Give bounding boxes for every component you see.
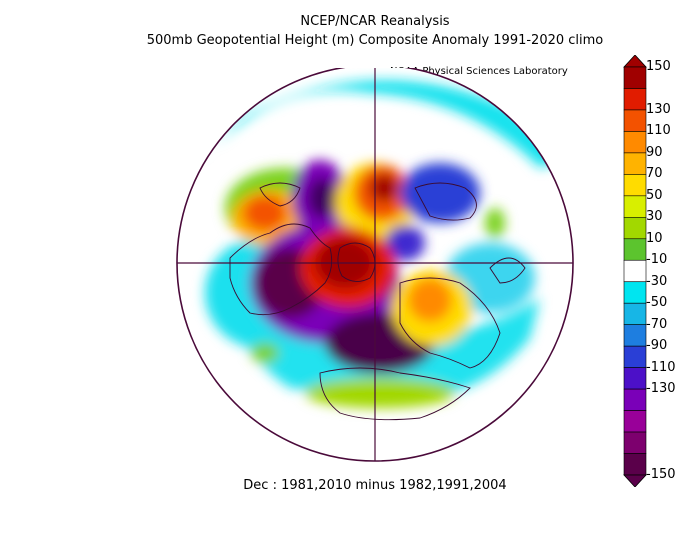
title-line-1: NCEP/NCAR Reanalysis: [300, 14, 450, 29]
colorbar-tick-label: -10: [646, 252, 668, 268]
colorbar-cell: [623, 410, 647, 433]
colorbar-cell: [623, 88, 647, 111]
colorbar-cell: [623, 259, 647, 283]
polar-map: [176, 68, 574, 462]
colorbar-tick-label: -110: [646, 359, 676, 375]
colorbar-cell: [623, 345, 647, 368]
title-line-2: 500mb Geopotential Height (m) Composite …: [146, 33, 604, 48]
colorbar-tick-label: -30: [646, 273, 668, 289]
colorbar-tick-label: 50: [646, 187, 663, 203]
colorbar-tick-label: -130: [646, 381, 676, 397]
colorbar-cell: [623, 152, 647, 175]
colorbar-tick-label: -50: [646, 295, 668, 311]
colorbar-cell: [623, 109, 647, 132]
colorbar-tick-label: -150: [646, 467, 676, 482]
colorbar-tick-label: 10: [646, 230, 663, 246]
colorbar-cell: [623, 431, 647, 454]
colorbar-cell: [623, 453, 647, 476]
colorbar-tick-label: 110: [646, 123, 671, 139]
colorbar-cell: [623, 174, 647, 197]
colorbar-cell: [623, 66, 647, 89]
colorbar-tick-label: 70: [646, 166, 663, 182]
colorbar-tick-label: -70: [646, 316, 668, 332]
colorbar-tick-label: -90: [646, 338, 668, 354]
colorbar-tick-label: 130: [646, 101, 671, 117]
colorbar-cell: [623, 217, 647, 240]
colorbar-top-arrow: [623, 55, 647, 68]
colorbar-cell: [623, 281, 647, 304]
colorbar-bottom-arrow: [623, 474, 647, 487]
colorbar-tick-label: 90: [646, 144, 663, 160]
colorbar: [623, 55, 647, 487]
colorbar-tick-label: 30: [646, 209, 663, 225]
colorbar-cell: [623, 367, 647, 390]
colorbar-cell: [623, 302, 647, 325]
colorbar-cell: [623, 131, 647, 154]
colorbar-cell: [623, 324, 647, 347]
colorbar-cell: [623, 238, 647, 261]
colorbar-tick-label: 150: [646, 59, 671, 74]
subtitle: Dec : 1981,2010 minus 1982,1991,2004: [243, 478, 507, 493]
colorbar-cell: [623, 388, 647, 411]
coastlines: [229, 182, 526, 421]
colorbar-cell: [623, 195, 647, 218]
